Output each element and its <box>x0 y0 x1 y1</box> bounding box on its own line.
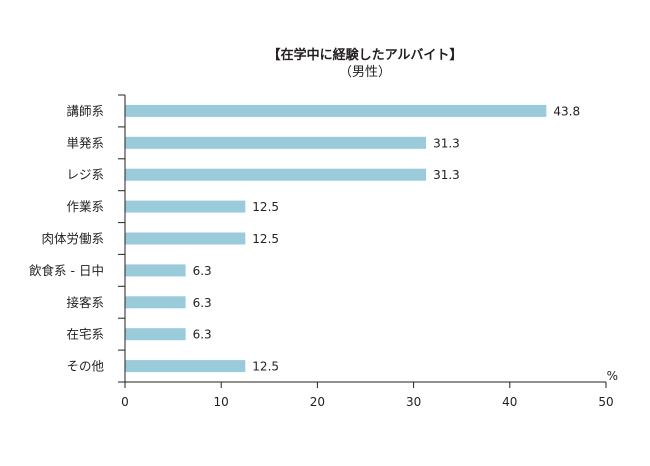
data-label: 12.5 <box>252 232 279 246</box>
category-label: 飲食系 - 日中 <box>29 263 104 278</box>
x-tick-label: 30 <box>406 395 421 409</box>
bar <box>125 328 186 341</box>
bar <box>125 104 547 117</box>
category-label: 在宅系 <box>66 327 104 342</box>
x-tick-label: 50 <box>598 395 613 409</box>
bar <box>125 136 427 149</box>
unit-label: % <box>607 369 618 383</box>
data-label: 6.3 <box>193 264 212 278</box>
data-label: 12.5 <box>252 200 279 214</box>
bar <box>125 200 246 213</box>
category-label: 単発系 <box>66 135 104 150</box>
data-label: 12.5 <box>252 360 279 374</box>
chart-title: 【在学中に経験したアルバイト】 <box>267 48 463 63</box>
category-label: 接客系 <box>66 295 104 310</box>
data-label: 43.8 <box>553 104 580 118</box>
x-tick-label: 10 <box>214 395 229 409</box>
data-label: 6.3 <box>193 296 212 310</box>
bar <box>125 296 186 309</box>
bar <box>125 168 427 181</box>
bar <box>125 360 246 373</box>
bar <box>125 264 186 277</box>
category-label: 講師系 <box>66 103 104 118</box>
x-tick-label: 20 <box>310 395 325 409</box>
category-label: 肉体労働系 <box>41 231 104 246</box>
bar <box>125 232 246 245</box>
x-tick-label: 0 <box>121 395 129 409</box>
category-label: その他 <box>66 359 104 374</box>
chart-subtitle: （男性） <box>338 65 391 80</box>
category-label: レジ系 <box>66 167 104 182</box>
data-label: 31.3 <box>433 136 460 150</box>
category-label: 作業系 <box>66 199 104 214</box>
data-label: 31.3 <box>433 168 460 182</box>
data-label: 6.3 <box>193 328 212 342</box>
x-tick-label: 40 <box>502 395 517 409</box>
